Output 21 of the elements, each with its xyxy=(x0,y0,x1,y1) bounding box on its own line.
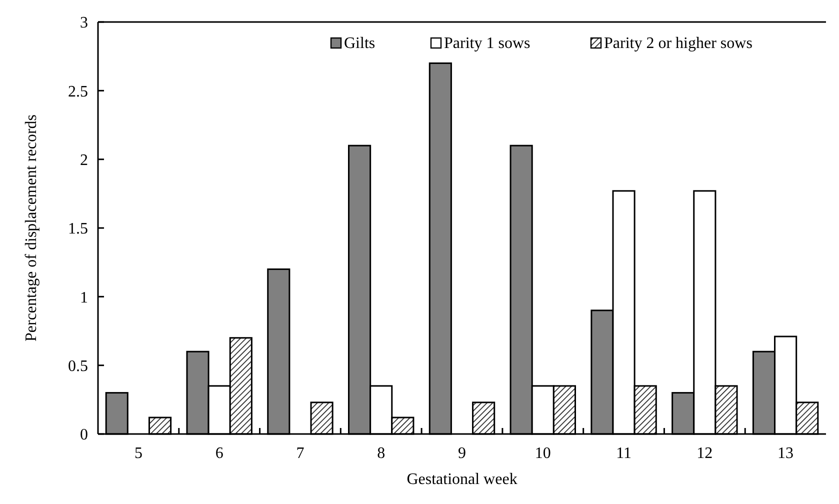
x-tick-label: 13 xyxy=(778,445,794,462)
x-tick-label: 8 xyxy=(377,445,386,462)
legend-label: Gilts xyxy=(344,35,376,52)
y-axis-title: Percentage of displacement records xyxy=(23,114,40,342)
legend-label: Parity 1 sows xyxy=(444,35,530,52)
y-tick-label: 2 xyxy=(80,152,88,169)
x-tick-label: 12 xyxy=(696,445,713,462)
y-tick-label: 0 xyxy=(80,426,88,444)
x-tick-label: 10 xyxy=(534,445,551,462)
y-tick-label: 0.5 xyxy=(68,358,88,375)
y-tick-label: 1.5 xyxy=(68,220,88,238)
x-tick-label: 6 xyxy=(215,445,224,462)
legend-label: Parity 2 or higher sows xyxy=(604,35,752,52)
y-tick-label: 2.5 xyxy=(68,83,88,100)
x-tick-label: 7 xyxy=(296,445,304,462)
x-axis-title: Gestational week xyxy=(406,471,518,488)
y-tick-label: 1 xyxy=(80,289,88,306)
y-tick-label: 3 xyxy=(80,14,88,32)
x-tick-label: 9 xyxy=(458,445,466,462)
x-tick-label: 5 xyxy=(134,445,142,462)
x-tick-label: 11 xyxy=(616,445,632,462)
